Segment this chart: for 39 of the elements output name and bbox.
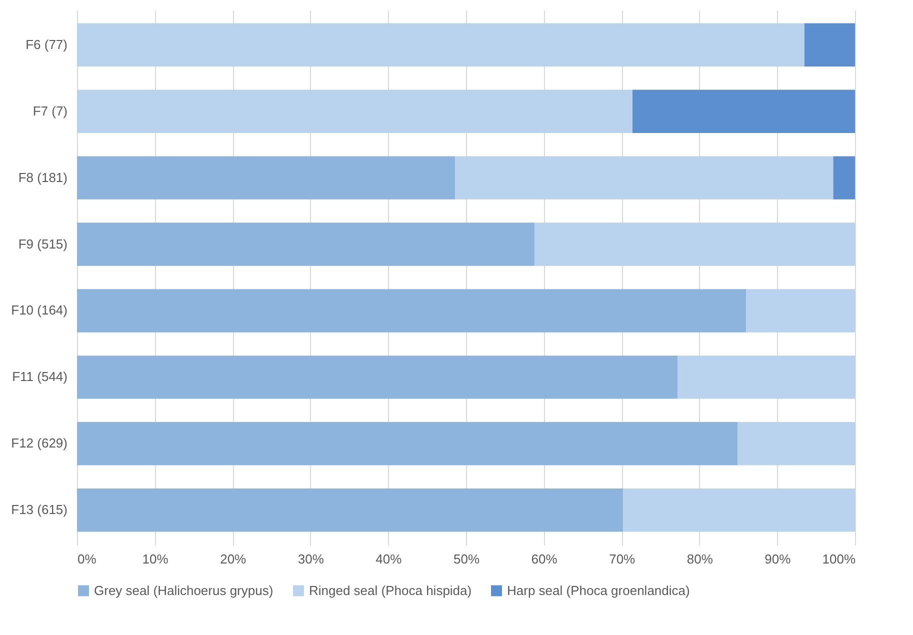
y-tick-label: F10 (164): [11, 302, 68, 318]
y-tick-label: F6 (77): [26, 36, 68, 52]
x-tick-label: 30%: [298, 552, 324, 566]
x-tick-label: 10%: [142, 552, 169, 566]
bar: [77, 422, 738, 466]
bar: [746, 289, 855, 332]
x-tick-label: 80%: [686, 552, 714, 566]
bar: [77, 23, 804, 66]
bar: [77, 222, 534, 266]
y-tick-label: F9 (515): [18, 236, 68, 252]
y-tick-label: F7 (7): [32, 103, 68, 118]
bar: [632, 90, 855, 133]
bar: [77, 356, 678, 399]
x-tick-label: 70%: [609, 552, 636, 566]
x-tick-label: 90%: [764, 552, 792, 566]
y-tick-label: F8 (181): [18, 170, 68, 185]
legend-label: Grey seal (Halichoerus grypus): [94, 582, 274, 598]
bar: [534, 222, 855, 266]
x-tick-label: 40%: [376, 552, 402, 566]
x-tick-label: 60%: [531, 552, 558, 566]
x-tick-label: 50%: [453, 552, 480, 566]
bar: [833, 156, 855, 200]
y-tick-label: F11 (544): [12, 369, 68, 384]
bar: [455, 156, 834, 200]
x-tick-label: 20%: [220, 552, 247, 566]
bar: [623, 488, 855, 532]
bar: [77, 289, 746, 332]
x-tick-label: 0%: [78, 552, 97, 566]
legend-label: Ringed seal (Phoca hispida): [309, 582, 472, 598]
bar: [804, 23, 855, 66]
y-tick-label: F13 (615): [11, 502, 68, 518]
y-tick-label: F12 (629): [11, 436, 68, 451]
legend-label: Harp seal (Phoca groenlandica): [507, 582, 690, 598]
bar: [77, 488, 624, 532]
bar: [77, 156, 456, 200]
x-tick-label: 100%: [822, 552, 856, 566]
bar: [77, 90, 632, 133]
bar: [738, 422, 855, 466]
bar: [678, 356, 855, 399]
